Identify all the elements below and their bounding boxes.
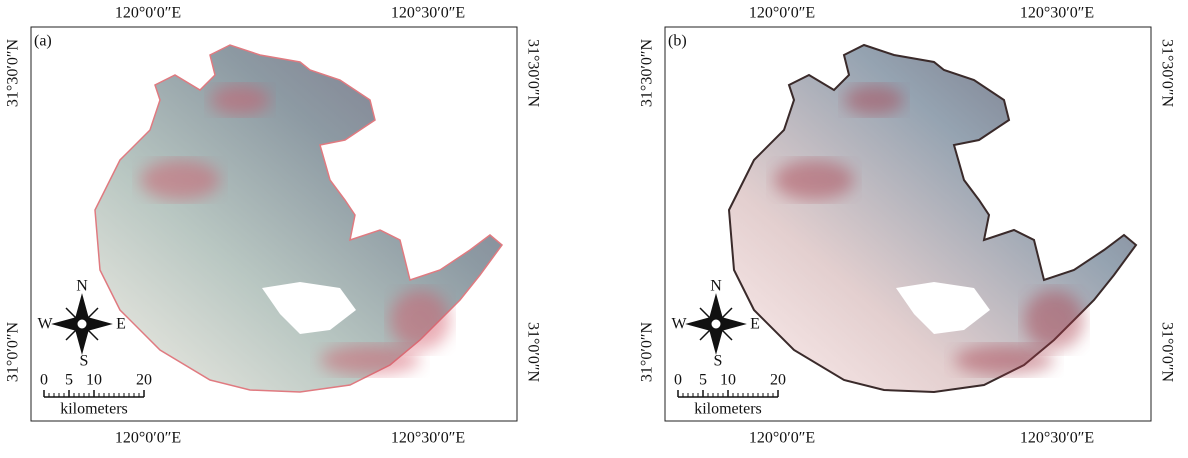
compass-center — [77, 319, 87, 329]
longitude-label: 120°0′0″E — [115, 5, 181, 22]
latitude-label: 31°30′0″N — [5, 39, 22, 108]
red-patch — [390, 290, 450, 350]
longitude-label: 120°0′0″E — [749, 430, 815, 447]
compass-w: W — [671, 316, 687, 333]
compass-n: N — [76, 278, 88, 295]
longitude-label: 120°30′0″E — [1020, 430, 1094, 447]
red-patch — [320, 345, 420, 375]
latitude-label: 31°0′0″N — [5, 322, 22, 383]
longitude-label: 120°0′0″E — [749, 5, 815, 22]
red-patch — [140, 160, 220, 200]
latitude-label: 31°30′0″N — [524, 39, 541, 108]
scale-unit: kilometers — [694, 401, 762, 418]
panel-label: (a) — [34, 33, 52, 50]
longitude-label: 120°30′0″E — [391, 5, 465, 22]
compass-e: E — [750, 316, 760, 333]
panel-label: (b) — [668, 33, 687, 50]
latitude-label: 31°30′0″N — [1158, 39, 1175, 108]
scale-label: 0 — [674, 372, 682, 389]
compass-s: S — [714, 353, 723, 370]
scale-label: 10 — [86, 372, 102, 389]
scale-label: 10 — [720, 372, 736, 389]
figure: (a) 120°0′0″E 120°0′0″E 31°30′0″N 31°30′0″N 1… — [0, 0, 1188, 453]
red-patch — [1024, 290, 1084, 350]
latitude-label: 31°30′0″N — [639, 39, 656, 108]
scale-label: 0 — [40, 372, 48, 389]
compass-e: E — [116, 316, 126, 333]
map-panel: (b) 120°0′0″E 120°0′0″E 31°30′0″N 31°30′0″N 1… — [639, 5, 1176, 447]
scale-label: 20 — [770, 372, 786, 389]
scale-label: 5 — [699, 372, 707, 389]
map-panel: (a) 120°0′0″E 120°0′0″E 31°30′0″N 31°30′0″N 1… — [5, 5, 542, 447]
red-patch — [954, 345, 1054, 375]
latitude-label: 31°0′0″N — [1158, 322, 1175, 383]
latitude-label: 31°0′0″N — [524, 322, 541, 383]
longitude-label: 120°30′0″E — [391, 430, 465, 447]
scale-label: 20 — [136, 372, 152, 389]
red-patch — [844, 85, 904, 115]
scale-label: 5 — [65, 372, 73, 389]
compass-n: N — [710, 278, 722, 295]
latitude-label: 31°0′0″N — [639, 322, 656, 383]
red-patch — [774, 160, 854, 200]
compass-center — [711, 319, 721, 329]
red-patch — [210, 85, 270, 115]
compass-s: S — [80, 353, 89, 370]
compass-w: W — [37, 316, 53, 333]
scale-unit: kilometers — [60, 401, 128, 418]
longitude-label: 120°30′0″E — [1020, 5, 1094, 22]
longitude-label: 120°0′0″E — [115, 430, 181, 447]
